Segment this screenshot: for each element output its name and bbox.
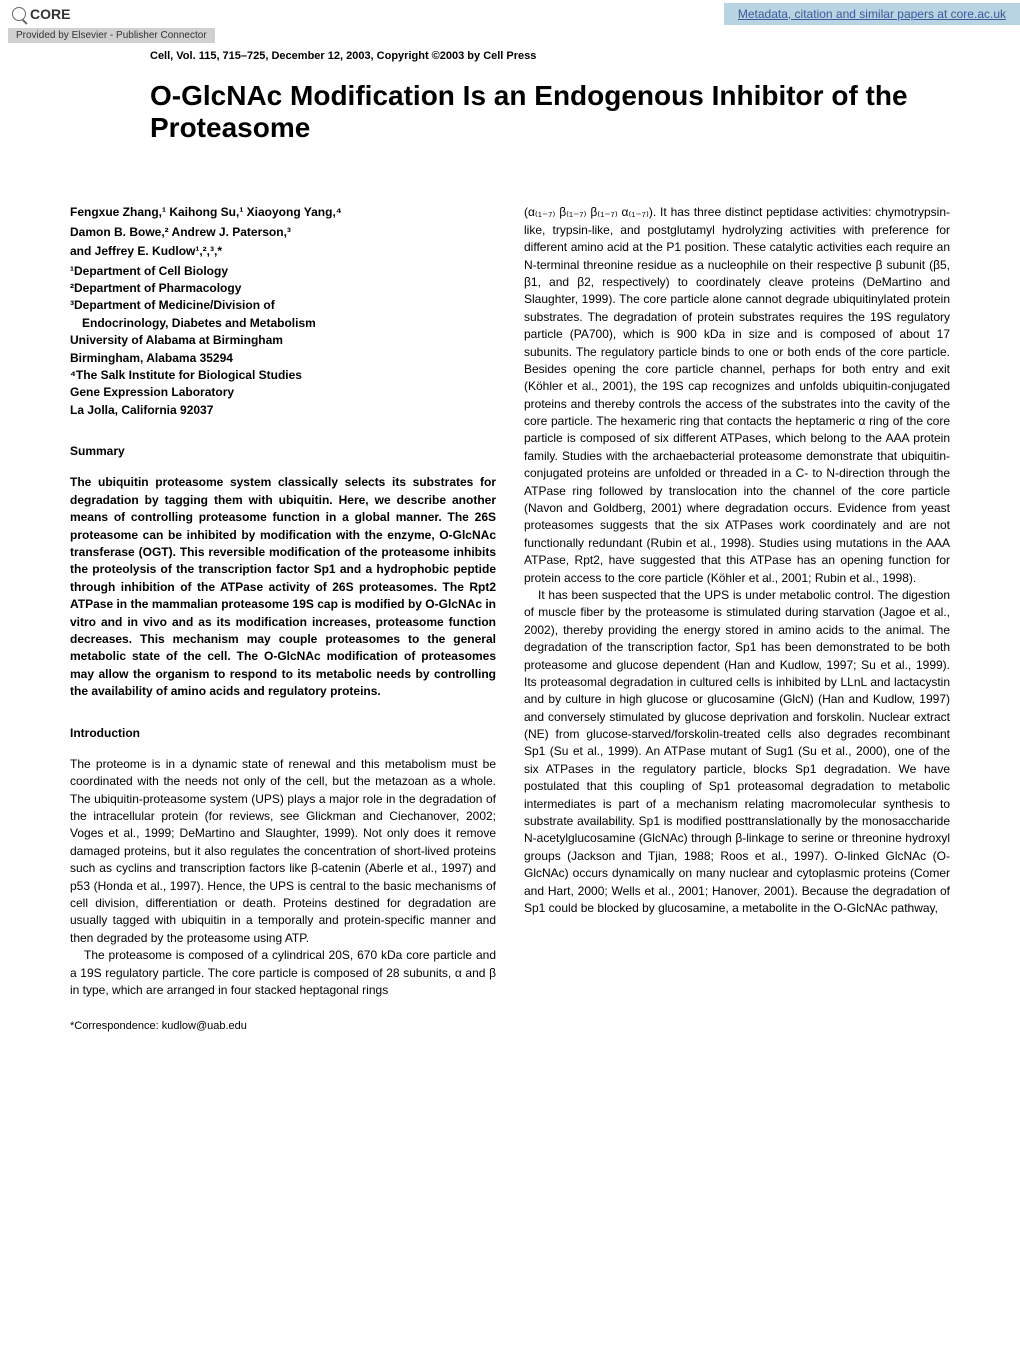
right-column: (α₍₁₋₇₎ β₍₁₋₇₎ β₍₁₋₇₎ α₍₁₋₇₎). It has th… <box>524 204 950 1035</box>
authors-line: Damon B. Bowe,² Andrew J. Paterson,³ <box>70 224 496 241</box>
affiliation: ²Department of Pharmacology <box>70 280 496 297</box>
core-banner: CORE Metadata, citation and similar pape… <box>0 0 1020 28</box>
core-metadata-link[interactable]: Metadata, citation and similar papers at… <box>738 7 1006 21</box>
article-title: O-GlcNAc Modification Is an Endogenous I… <box>150 80 950 144</box>
citation-line: Cell, Vol. 115, 715–725, December 12, 20… <box>150 50 950 62</box>
intro-paragraph: The proteome is in a dynamic state of re… <box>70 756 496 947</box>
summary-text: The ubiquitin proteasome system classica… <box>70 474 496 700</box>
authors-line: and Jeffrey E. Kudlow¹,²,³,* <box>70 243 496 260</box>
affiliation: ³Department of Medicine/Division of <box>70 297 496 314</box>
right-column-body: (α₍₁₋₇₎ β₍₁₋₇₎ β₍₁₋₇₎ α₍₁₋₇₎). It has th… <box>524 204 950 917</box>
affiliation: Endocrinology, Diabetes and Metabolism <box>70 315 496 332</box>
body-paragraph: (α₍₁₋₇₎ β₍₁₋₇₎ β₍₁₋₇₎ α₍₁₋₇₎). It has th… <box>524 204 950 587</box>
affiliation: ⁴The Salk Institute for Biological Studi… <box>70 367 496 384</box>
affiliation: La Jolla, California 92037 <box>70 402 496 419</box>
correspondence-line: *Correspondence: kudlow@uab.edu <box>70 1019 496 1035</box>
summary-heading: Summary <box>70 443 496 460</box>
provider-bar: Provided by Elsevier - Publisher Connect… <box>8 28 215 43</box>
core-logo-text: CORE <box>30 6 70 22</box>
intro-paragraph: The proteasome is composed of a cylindri… <box>70 947 496 999</box>
left-column: Fengxue Zhang,¹ Kaihong Su,¹ Xiaoyong Ya… <box>70 204 496 1035</box>
affiliation: Birmingham, Alabama 35294 <box>70 350 496 367</box>
two-column-layout: Fengxue Zhang,¹ Kaihong Su,¹ Xiaoyong Ya… <box>70 204 950 1035</box>
introduction-body: The proteome is in a dynamic state of re… <box>70 756 496 999</box>
affiliation: Gene Expression Laboratory <box>70 384 496 401</box>
core-logo-icon <box>12 7 26 21</box>
page-content: Cell, Vol. 115, 715–725, December 12, 20… <box>0 0 1020 1075</box>
affiliations-block: ¹Department of Cell Biology ²Department … <box>70 263 496 420</box>
body-paragraph: It has been suspected that the UPS is un… <box>524 587 950 917</box>
introduction-heading: Introduction <box>70 725 496 742</box>
core-link-bar: Metadata, citation and similar papers at… <box>724 3 1020 25</box>
authors-line: Fengxue Zhang,¹ Kaihong Su,¹ Xiaoyong Ya… <box>70 204 496 221</box>
core-logo: CORE <box>0 6 70 22</box>
affiliation: ¹Department of Cell Biology <box>70 263 496 280</box>
affiliation: University of Alabama at Birmingham <box>70 332 496 349</box>
